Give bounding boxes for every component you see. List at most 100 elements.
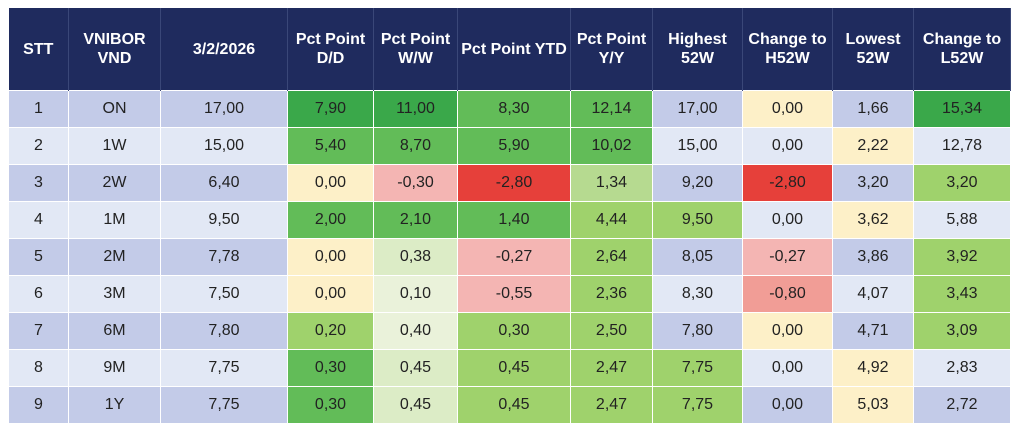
table-row: 1 ON 17,00 7,90 11,00 8,30 12,14 17,00 0,00 1,66 1… <box>8 90 1011 128</box>
table-cell: 2,50 <box>570 312 653 350</box>
header-cell: Pct Point Y/Y <box>570 8 653 91</box>
table-cell: 8,70 <box>373 127 458 165</box>
header-cell: Pct Point YTD <box>457 8 571 91</box>
header-cell: VNIBOR VND <box>68 8 161 91</box>
table-cell: 0,38 <box>373 238 458 276</box>
table-cell: 3 <box>8 164 69 202</box>
table-cell: 17,00 <box>652 90 743 128</box>
table-row: 9 1Y 7,75 0,30 0,45 0,45 2,47 7,75 0,00 5,03 2,72 <box>8 386 1011 424</box>
table-cell: 2,64 <box>570 238 653 276</box>
table-cell: 0,00 <box>742 90 833 128</box>
table-cell: 5 <box>8 238 69 276</box>
table-cell: 0,00 <box>742 201 833 239</box>
table-cell: 4,92 <box>832 349 914 387</box>
header-cell: Pct Point W/W <box>373 8 458 91</box>
table-cell: 2,83 <box>913 349 1011 387</box>
table-cell: 3,62 <box>832 201 914 239</box>
table-cell: 0,00 <box>287 275 374 313</box>
table-cell: 2,22 <box>832 127 914 165</box>
table-cell: 2,47 <box>570 349 653 387</box>
table-cell: 5,90 <box>457 127 571 165</box>
table-cell: 0,00 <box>287 164 374 202</box>
table-cell: 2 <box>8 127 69 165</box>
table-cell: 3,20 <box>913 164 1011 202</box>
header-cell: 3/2/2026 <box>160 8 288 91</box>
table-cell: 1Y <box>68 386 161 424</box>
table-cell: 3M <box>68 275 161 313</box>
table-cell: 9 <box>8 386 69 424</box>
table-cell: 7,80 <box>160 312 288 350</box>
table-cell: 3,43 <box>913 275 1011 313</box>
table-cell: 0,45 <box>373 349 458 387</box>
table-cell: -0,30 <box>373 164 458 202</box>
table-cell: 0,00 <box>742 312 833 350</box>
table-body: 1 ON 17,00 7,90 11,00 8,30 12,14 17,00 0,00 1,66 1… <box>8 90 1011 424</box>
table-cell: 8,30 <box>652 275 743 313</box>
table-cell: 4,71 <box>832 312 914 350</box>
table-cell: 1 <box>8 90 69 128</box>
table-cell: 2,10 <box>373 201 458 239</box>
table-row: 7 6M 7,80 0,20 0,40 0,30 2,50 7,80 0,00 4,71 3,09 <box>8 312 1011 350</box>
table-cell: 7,90 <box>287 90 374 128</box>
table-cell: 3,92 <box>913 238 1011 276</box>
table-cell: 7,80 <box>652 312 743 350</box>
table-cell: 0,00 <box>742 127 833 165</box>
table-row: 2 1W 15,00 5,40 8,70 5,90 10,02 15,00 0,00 2,22 12… <box>8 127 1011 165</box>
table-cell: 9,50 <box>652 201 743 239</box>
table-cell: 6,40 <box>160 164 288 202</box>
table-cell: 0,20 <box>287 312 374 350</box>
table-cell: 1W <box>68 127 161 165</box>
table-cell: 15,00 <box>652 127 743 165</box>
table-row: 3 2W 6,40 0,00 -0,30 -2,80 1,34 9,20 -2,80 3,20 3,… <box>8 164 1011 202</box>
table-cell: 0,30 <box>287 349 374 387</box>
table-cell: 12,78 <box>913 127 1011 165</box>
table-cell: -2,80 <box>742 164 833 202</box>
table-cell: 0,00 <box>742 386 833 424</box>
table-cell: 0,45 <box>457 386 571 424</box>
table-cell: 9,20 <box>652 164 743 202</box>
header-cell: STT <box>8 8 69 91</box>
table-cell: 7,75 <box>652 349 743 387</box>
table-cell: -0,27 <box>457 238 571 276</box>
table-cell: 1,66 <box>832 90 914 128</box>
table-cell: 1,34 <box>570 164 653 202</box>
table-cell: 2,00 <box>287 201 374 239</box>
table-cell: -0,27 <box>742 238 833 276</box>
table-cell: 7,75 <box>160 349 288 387</box>
table-cell: 2,36 <box>570 275 653 313</box>
table-cell: 1M <box>68 201 161 239</box>
table-cell: 5,40 <box>287 127 374 165</box>
header-cell: Highest 52W <box>652 8 743 91</box>
header-cell: Lowest 52W <box>832 8 914 91</box>
table-row: 6 3M 7,50 0,00 0,10 -0,55 2,36 8,30 -0,80 4,07 3,4… <box>8 275 1011 313</box>
header-row: STT VNIBOR VND 3/2/2026 Pct Point D/D Pct Po… <box>8 8 1011 91</box>
table-cell: 6M <box>68 312 161 350</box>
table-cell: 1,40 <box>457 201 571 239</box>
header-cell: Pct Point D/D <box>287 8 374 91</box>
table-cell: -2,80 <box>457 164 571 202</box>
table-row: 8 9M 7,75 0,30 0,45 0,45 2,47 7,75 0,00 4,92 2,83 <box>8 349 1011 387</box>
table-cell: 2W <box>68 164 161 202</box>
table-cell: 11,00 <box>373 90 458 128</box>
table-cell: 8 <box>8 349 69 387</box>
table-cell: 8,05 <box>652 238 743 276</box>
table-cell: 5,03 <box>832 386 914 424</box>
table-cell: 4,44 <box>570 201 653 239</box>
table-cell: 0,30 <box>287 386 374 424</box>
table-cell: 6 <box>8 275 69 313</box>
table-cell: 12,14 <box>570 90 653 128</box>
table-cell: 2,72 <box>913 386 1011 424</box>
table-cell: 4,07 <box>832 275 914 313</box>
table-cell: 0,00 <box>287 238 374 276</box>
table-cell: 3,09 <box>913 312 1011 350</box>
table-cell: 17,00 <box>160 90 288 128</box>
table-cell: -0,80 <box>742 275 833 313</box>
table-cell: 4 <box>8 201 69 239</box>
table-cell: 0,45 <box>457 349 571 387</box>
table-cell: 7,78 <box>160 238 288 276</box>
table-row: 5 2M 7,78 0,00 0,38 -0,27 2,64 8,05 -0,27 3,86 3,9… <box>8 238 1011 276</box>
vnibor-table: STT VNIBOR VND 3/2/2026 Pct Point D/D Pct Po… <box>8 8 1011 424</box>
table-cell: 3,20 <box>832 164 914 202</box>
table-cell: 2,47 <box>570 386 653 424</box>
table-cell: 7,75 <box>160 386 288 424</box>
